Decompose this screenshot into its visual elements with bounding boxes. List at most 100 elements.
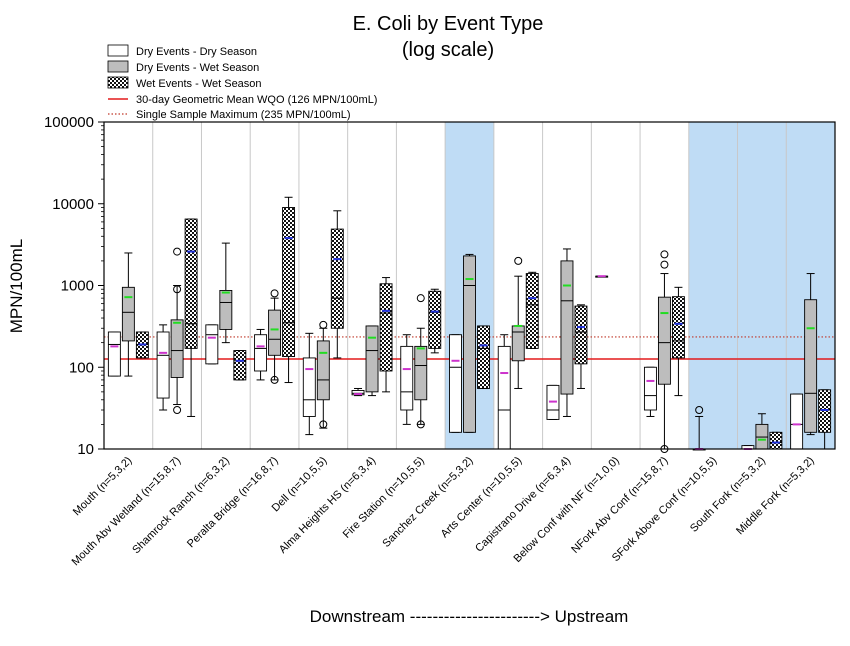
box-body [365,325,379,393]
shaded-region-13 [737,122,787,449]
box-wet-3 [282,196,296,384]
outlier-point [173,285,182,294]
box-wet-11 [671,286,685,397]
box-body [254,334,268,372]
y-tick-label: 100 [69,359,94,376]
box-body [657,296,671,385]
y-axis-label: MPN/100mL [7,239,26,333]
box-body [268,309,282,356]
box-body [643,366,657,411]
box-body [282,207,296,358]
x-tick-label: Capistrano Drive (n=6,3,4) [473,455,573,555]
x-tick-label: Fire Station (n=10,5,5) [341,455,427,541]
box-dry-9 [546,384,560,420]
box-dry-1 [156,324,170,411]
box-drywet-5 [365,325,379,397]
box-dry-8 [497,334,511,450]
outlier-point [660,260,669,269]
legend-label-wet: Wet Events - Wet Season [136,78,262,90]
outlier-point [270,375,279,384]
box-drywet-4 [316,320,330,429]
box-dry-11 [643,366,657,417]
box-body [302,357,316,417]
x-tick-label: Below Conf with NF (n=1,0,0) [512,455,622,565]
outlier-point [416,420,425,429]
box-body [184,218,198,349]
box-body [205,324,219,365]
legend-swatch-wet [107,76,129,89]
shaded-region-12 [688,122,738,449]
legend-label-drywet: Dry Events - Wet Season [136,62,259,74]
box-body [107,331,121,377]
y-tick-label: 10000 [52,196,94,213]
outlier-point [695,405,704,414]
box-body [449,334,462,433]
box-wet-2 [233,350,247,381]
box-wet-6 [428,288,442,354]
box-wet-9 [574,304,588,389]
box-body [769,431,783,450]
x-tick-label: Arts Center (n=10,5,5) [439,455,525,541]
x-tick-label: Alma Heights HS (n=6,3,4) [277,455,378,556]
box-body [790,393,804,450]
y-tick-label: 1000 [61,278,94,295]
box-body [121,286,135,342]
box-dry-0 [107,331,121,377]
box-dry-4 [302,332,316,436]
box-body [330,228,344,329]
box-wet-4 [330,210,344,359]
box-body [400,345,414,411]
box-body [428,290,442,349]
legend-label-dotted-line: Single Sample Maximum (235 MPN/100mL) [136,109,351,121]
legend-label-solid-line: 30-day Geometric Mean WQO (126 MPN/100mL… [136,94,377,106]
x-tick-label: Peralta Bridge (n=16,8,7) [185,455,281,551]
outlier-point [173,405,182,414]
outlier-point [173,247,182,256]
chart-title-line1: E. Coli by Event Type [353,13,544,35]
box-body [804,299,818,433]
x-tick-label: Shamrock Ranch (n=6,3,2) [130,455,232,557]
box-dry-3 [254,328,268,381]
box-drywet-1 [170,247,184,414]
chart-title-line2: (log scale) [402,39,494,61]
box-dry-2 [205,324,219,365]
box-body [463,255,476,433]
box-dry-5 [351,387,365,397]
box-body [477,325,490,389]
x-axis-tick-labels: Mouth (n=5,3,2)Mouth Abv Wetland (n=15,8… [70,455,817,569]
y-axis-ticks: 10 100 1000 10000 100000 [44,114,104,458]
box-body [818,389,832,433]
box-wet-1 [184,218,198,417]
box-body [560,260,574,395]
box-dry-14 [790,393,804,450]
x-tick-label: SFork Above Conf (n=10,5,5) [610,455,719,564]
box-wet-8 [525,271,539,349]
box-drywet-14 [804,273,818,436]
outlier-point [319,320,328,329]
box-plots [107,196,832,453]
box-drywet-3 [268,289,282,384]
box-wet-5 [379,277,393,393]
y-tick-label: 10 [77,441,94,458]
box-body [170,319,184,378]
box-drywet-6 [414,294,428,429]
box-body [156,331,170,399]
legend-swatch-dry [107,44,129,57]
box-body [671,296,685,359]
legend: Dry Events - Dry Season Dry Events - Wet… [107,44,377,121]
box-wet-7 [477,325,490,389]
box-drywet-8 [511,256,525,389]
x-tick-label: NFork Abv Conf (n=15,8,7) [569,455,670,556]
box-drywet-7 [463,253,476,433]
box-body [511,325,525,362]
box-body [233,350,247,381]
outlier-point [319,420,328,429]
box-drywet-0 [121,252,135,377]
box-body [379,283,393,372]
legend-label-dry: Dry Events - Dry Season [136,46,257,58]
box-body [414,345,428,401]
box-body [574,305,588,365]
outlier-point [660,250,669,259]
box-dry-6 [400,334,414,425]
